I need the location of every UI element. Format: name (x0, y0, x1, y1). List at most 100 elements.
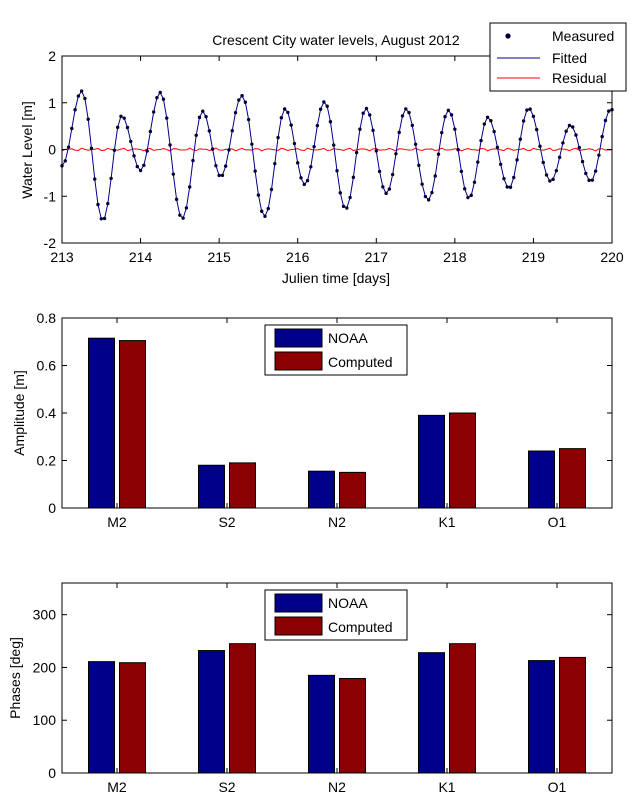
measured-point (142, 163, 146, 168)
measured-point (358, 127, 362, 131)
phase-bars (88, 643, 586, 774)
measured-point (544, 173, 549, 177)
legend-label-measured: Measured (552, 28, 614, 44)
bar-computed-n2 (339, 678, 366, 774)
measured-point (282, 107, 287, 111)
measured-point (250, 142, 254, 146)
bar-noaa-k1 (418, 414, 445, 509)
measured-point (148, 129, 153, 134)
measured-point (197, 115, 202, 120)
x-tick-label: N2 (328, 779, 346, 795)
measured-point (567, 123, 572, 128)
measured-point (181, 216, 185, 220)
measured-point (289, 123, 293, 127)
measured-point (528, 107, 532, 111)
measured-point (390, 172, 395, 177)
measured-point (446, 108, 451, 112)
measured-point (354, 150, 359, 155)
measured-point (554, 168, 559, 173)
measured-point (168, 143, 172, 147)
y-tick-label: 0 (48, 500, 56, 516)
measured-point (178, 213, 182, 217)
y-tick-label: 300 (33, 607, 57, 623)
measured-point (315, 123, 320, 128)
bar-computed-m2 (119, 662, 146, 774)
measured-point (466, 195, 470, 200)
measured-point (63, 159, 67, 163)
x-tick-label: 213 (50, 249, 74, 265)
measured-point (305, 178, 310, 183)
measured-point (138, 168, 143, 173)
measured-point (119, 114, 123, 118)
phases-panel: M2 S2 N2 K1 O1 0 100 200 300 Phases [deg] NOAA C… (7, 582, 613, 795)
measured-point (541, 160, 545, 165)
x-tick-label: M2 (107, 514, 127, 530)
plot-frame-3 (61, 582, 613, 774)
water-level-series (60, 89, 614, 221)
measured-point (577, 145, 581, 150)
measured-point (96, 202, 100, 207)
measured-point (230, 129, 234, 133)
legend-phases: NOAA Computed (264, 589, 408, 641)
measured-point (407, 110, 411, 115)
measured-point (397, 130, 401, 135)
measured-point (99, 217, 103, 221)
measured-point (253, 169, 257, 173)
water-level-panel: Crescent City water levels, August 2012 … (19, 22, 627, 286)
measured-point (191, 158, 195, 163)
measured-point (322, 100, 326, 104)
measured-point (508, 185, 513, 189)
chart-title: Crescent City water levels, August 2012 (212, 32, 460, 48)
phase-ticks: M2 S2 N2 K1 O1 0 100 200 300 (33, 583, 612, 795)
measured-point (351, 175, 356, 180)
measured-point (521, 119, 526, 123)
plot-frame-2 (61, 317, 613, 509)
measured-point (518, 137, 523, 141)
y-axis-label-amplitude: Amplitude [m] (11, 370, 27, 456)
legend-marker-measured (505, 33, 511, 39)
measured-point (312, 144, 316, 149)
measured-point (102, 216, 107, 221)
amplitude-panel: M2 S2 N2 K1 O1 0 0.2 0.4 0.6 0.8 Amplitude [m] NO… (11, 310, 613, 530)
measured-point (115, 125, 120, 130)
measured-point (263, 214, 267, 219)
measured-point (125, 125, 130, 130)
x-tick-label: 215 (207, 249, 231, 265)
measured-point (273, 161, 277, 166)
measured-point (83, 96, 87, 101)
bar-computed-s2 (229, 643, 256, 774)
measured-point (371, 128, 375, 133)
x-tick-label: O1 (548, 779, 567, 795)
y-tick-label: 2 (48, 48, 56, 64)
plot-frame-1 (61, 55, 613, 244)
measured-point (93, 177, 97, 181)
measured-point (345, 206, 349, 210)
measured-point (70, 126, 74, 131)
x-tick-label: 220 (600, 249, 624, 265)
measured-point (240, 94, 244, 98)
bar-noaa-o1 (528, 660, 555, 774)
y-tick-label: 0 (48, 142, 56, 158)
measured-point (207, 129, 212, 133)
measured-point (187, 185, 192, 189)
measured-point (561, 141, 565, 145)
measured-point (449, 113, 454, 117)
measured-point (256, 193, 261, 197)
measured-point (462, 187, 467, 191)
measured-point (387, 187, 392, 191)
measured-point (600, 134, 604, 139)
measured-point (512, 175, 516, 180)
bar-noaa-m2 (88, 337, 115, 509)
bar-noaa-k1 (418, 652, 445, 774)
bar-computed-n2 (339, 471, 366, 509)
measured-point (593, 169, 598, 173)
measured-point (590, 178, 595, 182)
measured-point (135, 164, 139, 169)
measured-point (394, 152, 398, 156)
bar-computed-k1 (449, 412, 476, 509)
measured-point (485, 115, 490, 119)
measured-point (495, 145, 500, 149)
y-tick-label: 0.2 (37, 453, 57, 469)
measured-point (106, 201, 110, 206)
measured-point (551, 177, 555, 182)
